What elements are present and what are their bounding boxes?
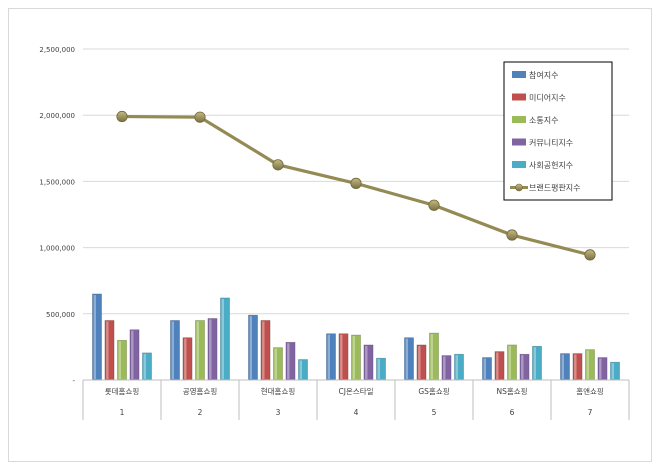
x-category-number: 3 [276, 408, 281, 417]
bar-highlight [430, 333, 433, 379]
x-category-number: 4 [354, 408, 359, 417]
bar-highlight [106, 321, 109, 379]
legend-label: 사회공헌지수 [529, 161, 573, 170]
legend-label: 미디어지수 [529, 93, 566, 103]
bar-highlight [455, 355, 458, 379]
bar-highlight [196, 321, 199, 379]
bar-highlight [118, 341, 121, 379]
bar-highlight [171, 321, 174, 379]
legend-label: 브랜드평판지수 [529, 183, 581, 193]
bar-highlight [405, 338, 408, 379]
x-category-label: 공영홈쇼핑 [183, 386, 218, 396]
brand-index-line [116, 110, 596, 261]
x-category-label: 현대홈쇼핑 [261, 386, 296, 396]
bar-highlight [249, 316, 252, 379]
bar-highlight [327, 334, 330, 379]
bar-highlight [496, 352, 499, 379]
x-category-label: GS홈쇼핑 [418, 386, 449, 396]
line-point [272, 159, 284, 171]
x-category-label: 홈앤쇼핑 [576, 386, 604, 396]
line-point [584, 249, 596, 261]
bar-highlight [340, 334, 343, 379]
bar-highlight [221, 298, 224, 379]
x-category-number: 5 [432, 408, 437, 417]
bar-highlight [611, 363, 614, 379]
bar-highlight [93, 294, 96, 379]
x-category-label: 롯데홈쇼핑 [105, 386, 140, 396]
bar-highlight [574, 354, 577, 379]
bar-highlight [131, 330, 134, 379]
x-axis: 롯데홈쇼핑 1 공영홈쇼핑 2 현대홈쇼핑 3 CJ온스타일 4 GS홈쇼핑 5 NS홈쇼핑 6 홈앤쇼… [82, 379, 630, 420]
x-category-label: CJ온스타일 [338, 387, 373, 396]
x-category-number: 6 [510, 408, 515, 417]
legend-swatch [512, 71, 526, 78]
y-axis: - 500,000 1,000,000 1,500,000 2,000,000 2,500… [39, 46, 75, 385]
bar-highlight [599, 358, 602, 379]
bar-highlight [533, 347, 536, 379]
legend-swatch [512, 116, 526, 123]
legend-swatch [512, 161, 526, 168]
y-tick-label: 1,500,000 [39, 178, 75, 186]
y-tick-label: 2,500,000 [39, 46, 75, 54]
x-category-label: NS홈쇼핑 [496, 386, 527, 396]
line-point [350, 177, 362, 189]
y-tick-label: - [72, 377, 75, 385]
legend-swatch [512, 93, 526, 101]
y-tick-label: 1,000,000 [39, 245, 75, 253]
bar-highlight [274, 348, 277, 379]
bar-highlight [287, 343, 290, 379]
x-category-number: 7 [588, 408, 593, 417]
bar-highlight [561, 354, 564, 379]
legend-label: 소통지수 [529, 116, 558, 125]
bar-highlight [521, 355, 524, 379]
bar-highlight [586, 350, 589, 379]
legend-label: 커뮤니티지수 [529, 138, 573, 148]
y-tick-label: 2,000,000 [39, 112, 75, 120]
x-category-number: 2 [198, 408, 203, 417]
bar-highlight [508, 345, 511, 379]
bar-highlight [299, 360, 302, 379]
bar-highlight [352, 335, 355, 379]
bar-highlight [483, 358, 486, 379]
legend-marker [515, 183, 523, 192]
line-point [194, 111, 206, 123]
legend-box [503, 61, 613, 201]
bar-highlight [209, 319, 212, 379]
line-point [116, 110, 128, 123]
bar-highlight [443, 356, 446, 379]
line-point [428, 199, 440, 211]
brand-reputation-chart: - 500,000 1,000,000 1,500,000 2,000,000 2,500… [39, 46, 630, 420]
bars [92, 293, 620, 381]
y-tick-label: 500,000 [46, 311, 75, 319]
bar-highlight [184, 338, 187, 379]
x-category-number: 1 [120, 408, 125, 417]
legend-label: 참여지수 [529, 70, 558, 80]
chart-frame: - 500,000 1,000,000 1,500,000 2,000,000 2,500… [8, 8, 652, 462]
bar-highlight [365, 345, 368, 379]
bar-highlight [262, 321, 265, 379]
legend-swatch [512, 138, 526, 146]
bar-highlight [377, 359, 380, 379]
bar-highlight [418, 345, 421, 379]
line-point [506, 229, 518, 241]
bar-highlight [143, 353, 146, 379]
